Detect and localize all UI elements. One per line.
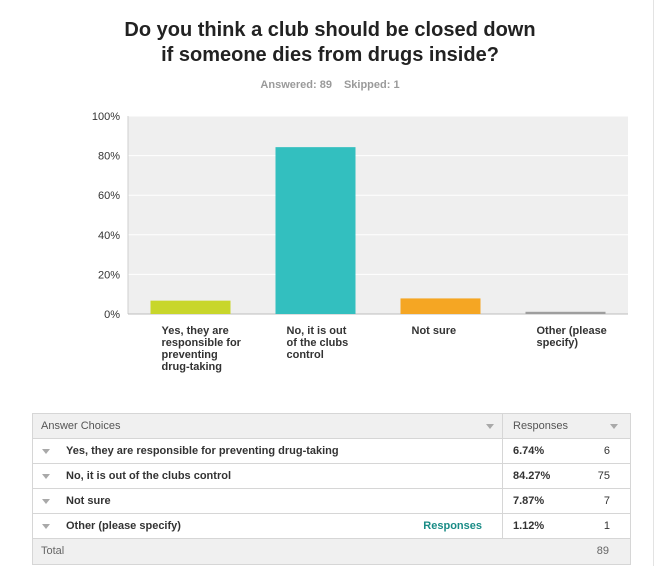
response-percent: 84.27% <box>513 470 551 482</box>
responses-header-label: Responses <box>513 420 569 432</box>
response-count: 1 <box>603 520 610 532</box>
bar <box>400 298 481 314</box>
response-stats: Answered: 89 Skipped: 1 <box>0 79 660 91</box>
response-percent: 7.87% <box>513 495 545 507</box>
bar <box>275 147 356 314</box>
y-tick-label: 20% <box>98 269 120 281</box>
response-count: 7 <box>603 495 610 507</box>
x-tick-label: No, it is out of the clubs control <box>286 325 349 361</box>
y-tick-label: 80% <box>98 151 120 163</box>
table-row: Not sure 7.87% 7 <box>33 489 630 514</box>
answer-choices-header[interactable]: Answer Choices <box>33 414 502 438</box>
responses-header[interactable]: Responses <box>502 414 631 438</box>
bar-chart: 0% 20% 40% 60% 80% 100% <box>92 111 628 321</box>
choice-label: Yes, they are responsible for preventing… <box>66 445 339 457</box>
response-count: 75 <box>597 470 610 482</box>
x-tick-label: Other (please specify) <box>536 325 607 349</box>
bar <box>150 300 231 314</box>
y-tick-label: 60% <box>98 190 120 202</box>
y-tick-label: 100% <box>92 111 120 123</box>
question-title: Do you think a club should be closed dow… <box>0 18 660 68</box>
sort-caret-icon[interactable] <box>486 424 494 429</box>
question-title-line-2: if someone dies from drugs inside? <box>161 44 499 66</box>
choice-label: Not sure <box>66 495 111 507</box>
table-row: Yes, they are responsible for preventing… <box>33 439 630 464</box>
response-count: 6 <box>603 445 610 457</box>
plot-area <box>128 116 628 314</box>
total-label: Total <box>41 545 65 557</box>
expand-caret-icon[interactable] <box>42 524 50 529</box>
x-tick-label: Not sure <box>411 325 457 337</box>
table-total-row: Total 89 <box>33 539 630 565</box>
skipped-count: Skipped: 1 <box>343 79 400 91</box>
bar <box>525 311 606 314</box>
table-row: No, it is out of the clubs control 84.27… <box>33 464 630 489</box>
right-divider <box>653 0 654 566</box>
total-count: 89 <box>596 545 609 557</box>
other-responses-link[interactable]: Responses <box>423 520 482 532</box>
expand-caret-icon[interactable] <box>42 474 50 479</box>
question-title-line-1: Do you think a club should be closed dow… <box>124 19 536 41</box>
x-tick-label: Yes, they are responsible for preventing dr… <box>161 325 241 373</box>
expand-caret-icon[interactable] <box>42 449 50 454</box>
table-row: Other (please specify) Responses 1.12% 1 <box>33 514 630 539</box>
response-percent: 1.12% <box>513 520 545 532</box>
y-tick-label: 0% <box>104 309 120 321</box>
response-percent: 6.74% <box>513 445 545 457</box>
expand-caret-icon[interactable] <box>42 499 50 504</box>
answer-table: Answer Choices Responses Yes, they are r… <box>32 413 631 565</box>
choice-label: Other (please specify) <box>66 520 181 532</box>
answered-count: Answered: 89 <box>260 79 332 91</box>
table-header-row: Answer Choices Responses <box>33 414 630 439</box>
answer-choices-header-label: Answer Choices <box>41 420 121 432</box>
sort-caret-icon[interactable] <box>610 424 618 429</box>
choice-label: No, it is out of the clubs control <box>66 470 231 482</box>
y-tick-label: 40% <box>98 230 120 242</box>
